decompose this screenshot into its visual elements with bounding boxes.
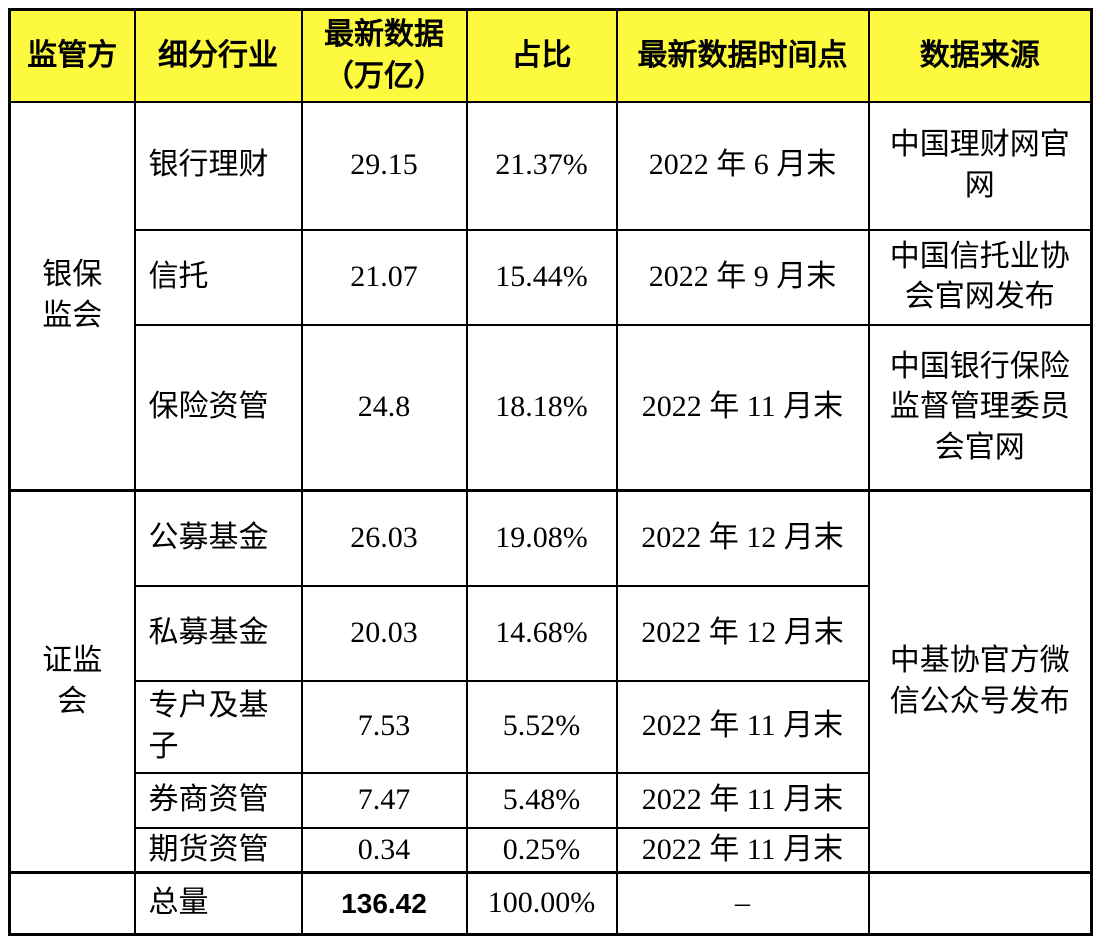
cell-industry-private-funds: 私募基金 [133,584,303,682]
cell-share-futures-am: 0.25% [465,826,618,874]
cell-total-source-empty [867,871,1093,936]
cell-share-private-funds: 14.68% [465,584,618,682]
group-cell-csrc-source: 中基协官方微 信公众号发布 [867,489,1093,874]
cell-industry-bank-wealth: 银行理财 [133,100,303,231]
header-cell-industry: 细分行业 [133,8,303,103]
group-cell-cbirc: 银保 监会 [8,100,136,492]
row-trust: 信托 21.07 15.44% 2022 年 9 月末 中国信托业协 会官网发布 [10,228,1093,326]
cell-share-trust: 15.44% [465,228,618,326]
cell-time-futures-am: 2022 年 11 月末 [615,826,870,874]
cell-share-bank-wealth: 21.37% [465,100,618,231]
cell-time-public-funds: 2022 年 12 月末 [615,489,870,587]
cell-share-insurance-am: 18.18% [465,323,618,492]
cell-share-special-accounts: 5.52% [465,679,618,774]
cell-industry-public-funds: 公募基金 [133,489,303,587]
header-cell-source: 数据来源 [867,8,1093,103]
row-futures-am: 期货资管 0.34 0.25% 2022 年 11 月末 [10,826,1092,874]
group-cell-csrc: 证监 会 [8,489,136,874]
cell-total-share: 100.00% [465,871,618,936]
cell-industry-trust: 信托 [133,228,303,326]
cell-value-private-funds: 20.03 [300,584,468,682]
regulator-industry-table: 监管方 细分行业 最新数据 （万亿） 占比 最新数据时间点 数据来源 银保 监会… [8,8,1093,936]
cell-total-label: 总量 [133,871,303,936]
header-cell-time-point: 最新数据时间点 [615,8,870,103]
row-bank-wealth: 银保 监会 银行理财 29.15 21.37% 2022 年 6 月末 中国理财… [8,100,1093,492]
cell-value-public-funds: 26.03 [300,489,468,587]
cell-value-insurance-am: 24.8 [300,323,468,492]
row-broker-am: 券商资管 7.47 5.48% 2022 年 11 月末 [10,771,1092,829]
header-cell-regulator: 监管方 [8,8,136,103]
cell-time-insurance-am: 2022 年 11 月末 [615,323,870,492]
row-insurance-am: 保险资管 24.8 18.18% 2022 年 11 月末 中国银行保险 监督管… [10,323,1093,492]
cell-time-broker-am: 2022 年 11 月末 [615,771,870,829]
cell-source-trust: 中国信托业协 会官网发布 [867,228,1093,326]
row-private-funds: 私募基金 20.03 14.68% 2022 年 12 月末 [10,584,1092,682]
header-cell-share: 占比 [465,8,618,103]
cell-total-time: – [615,871,870,936]
cell-time-trust: 2022 年 9 月末 [615,228,870,326]
cell-share-public-funds: 19.08% [465,489,618,587]
cell-industry-special-accounts: 专户及基 子 [133,679,303,774]
header-row: 监管方 细分行业 最新数据 （万亿） 占比 最新数据时间点 数据来源 [8,8,1093,103]
cell-time-bank-wealth: 2022 年 6 月末 [615,100,870,231]
cell-total-regulator-empty [8,871,136,936]
cell-time-private-funds: 2022 年 12 月末 [615,584,870,682]
row-total: 总量 136.42 100.00% – [8,871,1093,936]
row-public-funds: 证监 会 公募基金 26.03 19.08% 2022 年 12 月末 中基协官… [8,489,1093,874]
cell-value-trust: 21.07 [300,228,468,326]
cell-value-special-accounts: 7.53 [300,679,468,774]
cell-value-broker-am: 7.47 [300,771,468,829]
cell-share-broker-am: 5.48% [465,771,618,829]
cell-industry-broker-am: 券商资管 [133,771,303,829]
cell-total-value: 136.42 [300,871,468,936]
cell-value-futures-am: 0.34 [300,826,468,874]
cell-source-bank-wealth: 中国理财网官 网 [867,100,1093,231]
cell-value-bank-wealth: 29.15 [300,100,468,231]
header-cell-latest-data: 最新数据 （万亿） [300,8,468,103]
cell-time-special-accounts: 2022 年 11 月末 [615,679,870,774]
cell-industry-futures-am: 期货资管 [133,826,303,874]
cell-source-insurance-am: 中国银行保险 监督管理委员 会官网 [867,323,1093,492]
cell-industry-insurance-am: 保险资管 [133,323,303,492]
row-special-accounts: 专户及基 子 7.53 5.52% 2022 年 11 月末 [10,679,1092,774]
